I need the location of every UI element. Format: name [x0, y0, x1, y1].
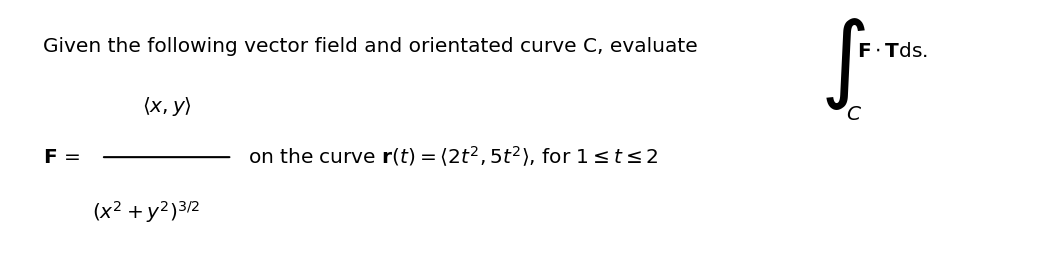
Text: $\mathbf{F}$ =: $\mathbf{F}$ =	[43, 148, 80, 167]
Text: C: C	[846, 105, 861, 124]
Text: $\mathbf{F} \cdot \mathbf{T}$ds.: $\mathbf{F} \cdot \mathbf{T}$ds.	[856, 42, 928, 61]
Text: $\langle x, y \rangle$: $\langle x, y \rangle$	[142, 96, 193, 118]
Text: $(x^2 + y^2)^{3/2}$: $(x^2 + y^2)^{3/2}$	[93, 199, 200, 225]
Text: $\int$: $\int$	[820, 16, 866, 112]
Text: Given the following vector field and orientated curve C, evaluate: Given the following vector field and ori…	[43, 37, 699, 56]
Text: on the curve $\mathbf{r}(t) = \langle 2t^2, 5t^2 \rangle$, for $1 \leq t \leq 2$: on the curve $\mathbf{r}(t) = \langle 2t…	[248, 145, 659, 169]
